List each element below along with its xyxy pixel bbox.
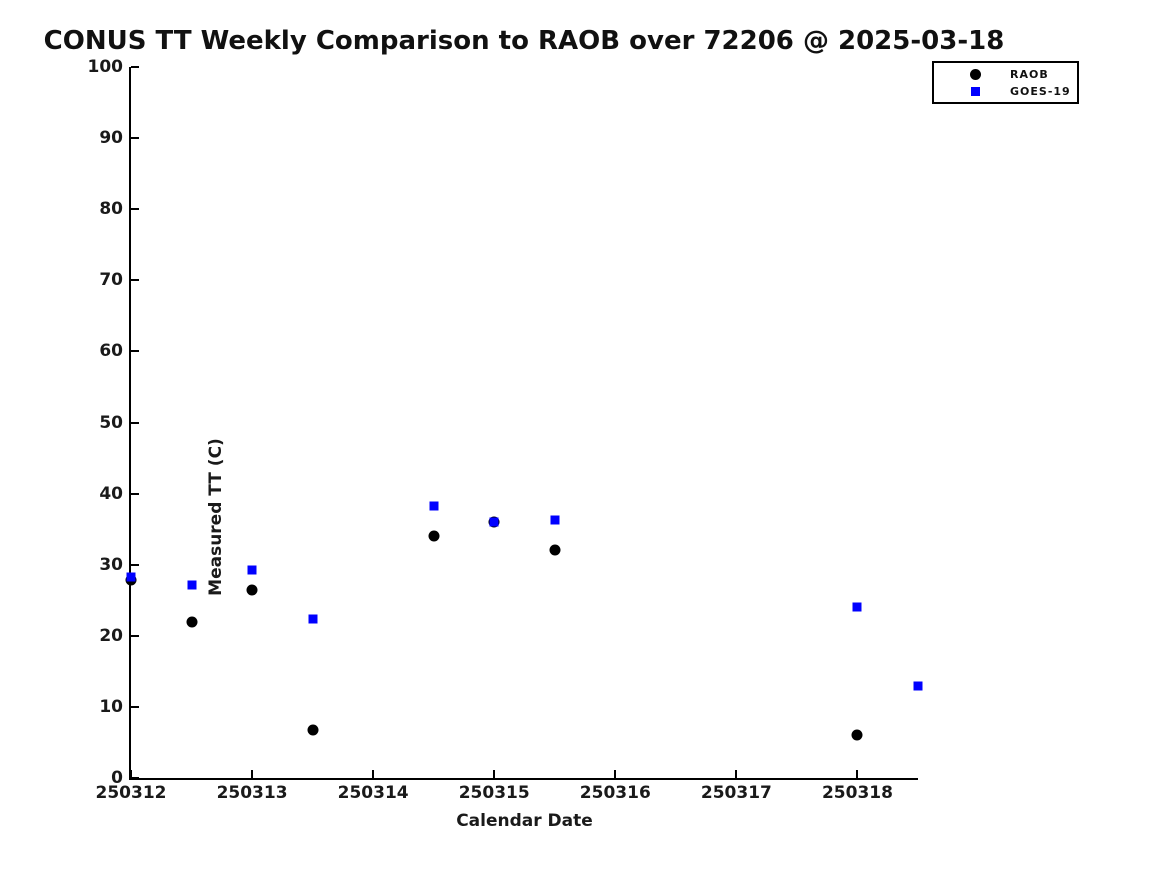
y-tick [131, 777, 139, 779]
y-tick [131, 421, 139, 424]
legend: RAOB GOES-19 [932, 61, 1079, 104]
legend-item-raob: RAOB [934, 66, 1077, 83]
y-tick [131, 705, 139, 708]
y-tick [131, 137, 139, 140]
y-tick [131, 208, 139, 211]
data-point-goes-19 [308, 614, 318, 624]
y-tick-label: 10 [99, 696, 123, 717]
y-tick [131, 492, 139, 495]
goes-19-square-marker-icon [970, 86, 980, 96]
x-axis-label: Calendar Date [456, 811, 593, 831]
y-tick-label: 40 [99, 483, 123, 504]
data-point-goes-19 [187, 580, 197, 590]
chart-title: CONUS TT Weekly Comparison to RAOB over … [43, 26, 1005, 56]
x-tick [251, 770, 254, 778]
data-point-goes-19 [429, 501, 439, 511]
y-tick-label: 90 [99, 128, 123, 149]
x-tick [856, 770, 859, 778]
data-point-goes-19 [913, 681, 923, 691]
data-point-raob [851, 729, 863, 741]
data-point-goes-19 [126, 572, 136, 582]
y-tick-label: 30 [99, 554, 123, 575]
y-tick-label: 80 [99, 199, 123, 220]
data-point-raob [307, 724, 319, 736]
x-tick [130, 770, 132, 778]
x-tick [735, 770, 738, 778]
x-tick-label: 250315 [458, 783, 530, 803]
legend-item-goes-19: GOES-19 [934, 83, 1077, 100]
x-tick-label: 250316 [579, 783, 651, 803]
x-tick-label: 250318 [821, 783, 893, 803]
x-tick-label: 250317 [700, 783, 772, 803]
data-point-raob [549, 544, 561, 556]
legend-label-raob: RAOB [1010, 67, 1049, 81]
y-axis-label: Measured TT (C) [206, 438, 226, 596]
y-tick [131, 350, 139, 353]
x-tick [614, 770, 617, 778]
y-tick [131, 66, 139, 68]
x-tick-label: 250314 [337, 783, 409, 803]
y-tick [131, 279, 139, 282]
y-tick-label: 50 [99, 412, 123, 433]
data-point-goes-19 [489, 517, 499, 527]
y-tick-label: 70 [99, 270, 123, 291]
legend-label-goes-19: GOES-19 [1010, 84, 1071, 98]
y-tick-label: 100 [87, 57, 124, 77]
plot-area: Calendar Date Measured TT (C) 0 10 20 30 40 5… [88, 57, 923, 831]
data-point-goes-19 [852, 602, 862, 612]
raob-circle-marker-icon [969, 68, 981, 80]
data-point-raob [186, 616, 198, 628]
y-tick [131, 563, 139, 566]
data-point-raob [246, 584, 258, 596]
y-tick-label: 20 [99, 625, 123, 646]
y-tick-label: 60 [99, 341, 123, 362]
data-point-raob [428, 530, 440, 542]
x-tick [372, 770, 375, 778]
y-tick-label: 0 [111, 768, 123, 788]
x-tick-label: 250313 [216, 783, 288, 803]
x-tick-label: 250312 [95, 783, 167, 803]
x-tick [493, 770, 496, 778]
data-point-goes-19 [550, 515, 560, 525]
y-tick [131, 634, 139, 637]
data-point-goes-19 [247, 565, 257, 575]
